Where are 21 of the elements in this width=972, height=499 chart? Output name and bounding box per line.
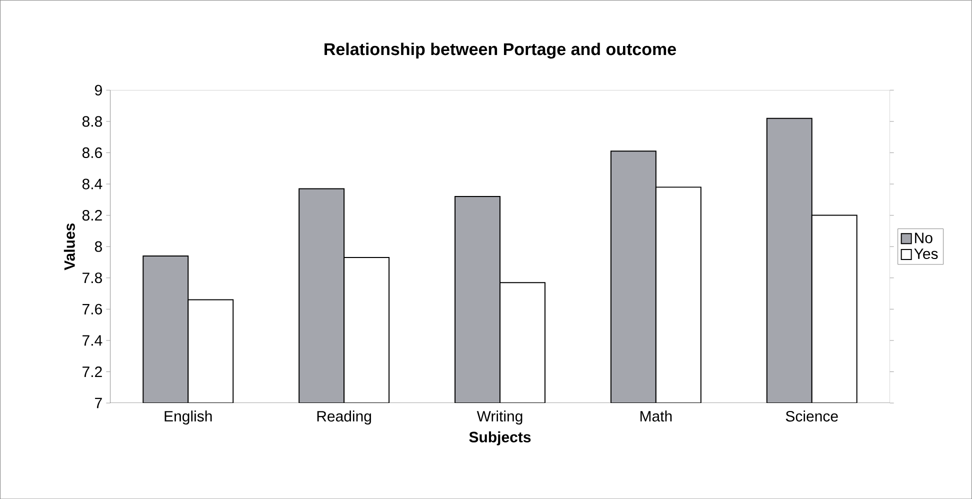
y-tick-label: 8.2 <box>82 210 102 221</box>
y-tick-label: 9 <box>94 84 102 96</box>
y-tick-label: 8.4 <box>82 178 102 190</box>
y-axis-title: Values <box>64 223 75 270</box>
chart-title: Relationship between Portage and outcome <box>324 42 676 59</box>
y-tick-label: 7.4 <box>82 335 102 346</box>
y-tick-label: 7.8 <box>82 272 102 284</box>
legend-label: Yes <box>914 248 938 259</box>
x-tick-label: Science <box>786 410 838 422</box>
x-tick-label: Writing <box>476 410 522 424</box>
y-tick-label: 7.6 <box>82 304 102 314</box>
x-tick-label: Math <box>640 410 672 422</box>
y-tick-label: 8.6 <box>82 147 102 158</box>
x-tick-label: Reading <box>317 410 372 424</box>
y-tick-label: 8 <box>94 241 102 252</box>
y-tick-label: 7 <box>95 398 102 408</box>
x-tick-label: English <box>164 410 212 424</box>
x-axis-title: Subjects <box>469 431 531 446</box>
y-tick-label: 7.2 <box>82 366 102 377</box>
legend-label: No <box>915 232 932 244</box>
y-tick-label: 8.8 <box>82 116 102 127</box>
